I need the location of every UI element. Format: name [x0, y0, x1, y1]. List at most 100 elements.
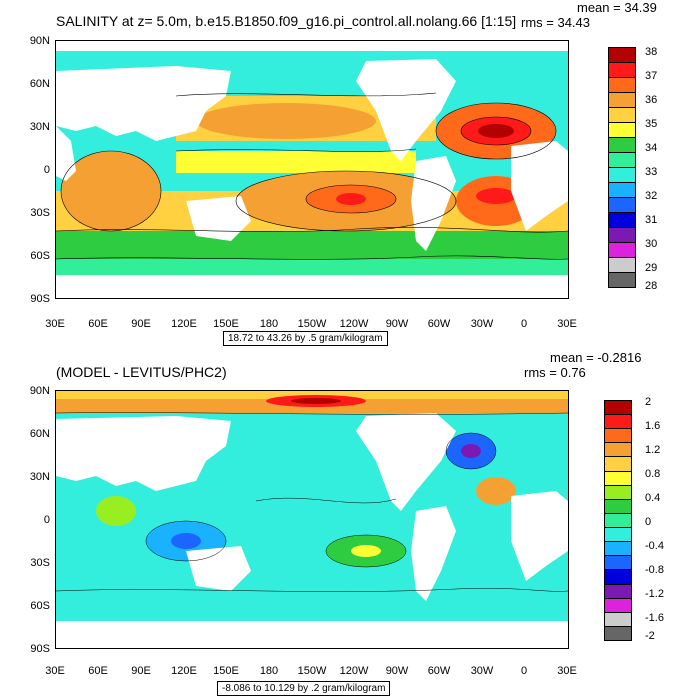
- lon-label: 60W: [427, 318, 451, 330]
- lat-label: 0: [43, 164, 50, 176]
- colorbar-swatch: [608, 62, 636, 78]
- colorbar-swatch: [604, 527, 632, 543]
- colorbar-label: -2: [645, 630, 655, 642]
- difference-title: (MODEL - LEVITUS/PHC2): [56, 364, 227, 380]
- salinity-map-graphic: [56, 41, 568, 298]
- lat-label: 60S: [30, 600, 50, 612]
- colorbar-swatch: [608, 212, 636, 228]
- colorbar-swatch: [604, 512, 632, 529]
- difference-map: [55, 390, 569, 649]
- difference-range-caption: -8.086 to 10.129 by .2 gram/kilogram: [217, 681, 391, 696]
- lat-label: 90N: [29, 35, 50, 47]
- colorbar-swatch: [604, 583, 632, 599]
- lon-label: 180: [259, 318, 279, 330]
- lat-label: 60N: [29, 78, 50, 90]
- colorbar-swatch: [604, 555, 632, 571]
- lon-label: 90W: [385, 318, 409, 330]
- lon-label: 150E: [213, 318, 239, 330]
- difference-panel: (MODEL - LEVITUS/PHC2) mean = -0.2816 rm…: [0, 350, 700, 700]
- colorbar-label: -0.8: [645, 564, 664, 576]
- lon-label: 150E: [213, 665, 239, 677]
- salinity-range-caption: 18.72 to 43.26 by .5 gram/kilogram: [223, 331, 388, 346]
- colorbar-label: 33: [645, 166, 658, 178]
- lat-label: 30N: [29, 121, 50, 133]
- salinity-title: SALINITY at z= 5.0m, b.e15.B1850.f09_g16…: [56, 13, 517, 29]
- difference-colorbar: [604, 400, 632, 641]
- lat-label: 30S: [30, 557, 50, 569]
- colorbar-swatch: [608, 182, 636, 198]
- lat-label: 30S: [30, 207, 50, 219]
- lon-label: 90E: [131, 318, 151, 330]
- colorbar-label: 2: [645, 396, 652, 408]
- lon-label: 60W: [427, 665, 451, 677]
- salinity-panel: SALINITY at z= 5.0m, b.e15.B1850.f09_g16…: [29, 0, 658, 346]
- colorbar-swatch: [608, 257, 636, 273]
- colorbar-swatch: [608, 197, 636, 213]
- colorbar-label: 0.4: [645, 492, 661, 504]
- lon-label: 30W: [470, 665, 494, 677]
- colorbar-swatch: [604, 541, 632, 557]
- colorbar-swatch: [608, 77, 636, 93]
- colorbar-label: 0: [645, 516, 652, 528]
- colorbar-swatch: [604, 625, 632, 641]
- colorbar-swatch: [608, 137, 636, 153]
- colorbar-label: 31: [645, 214, 658, 226]
- salinity-map: [55, 40, 569, 299]
- colorbar-swatch: [604, 484, 632, 500]
- colorbar-swatch: [608, 167, 636, 183]
- lon-label: 60E: [88, 665, 108, 677]
- colorbar-label: 32: [645, 190, 658, 202]
- colorbar-swatch: [604, 611, 632, 627]
- lon-label: 30E: [45, 665, 65, 677]
- salinity-mean: mean = 34.39: [577, 0, 657, 15]
- lon-label: 120E: [171, 318, 197, 330]
- lat-label: 90S: [30, 293, 50, 305]
- colorbar-swatch: [608, 272, 636, 288]
- lon-label: 150W: [297, 318, 327, 330]
- colorbar-label: -1.6: [645, 612, 664, 624]
- lat-label: 60N: [29, 428, 50, 440]
- salinity-rms: rms = 34.43: [521, 15, 591, 30]
- colorbar-swatch: [608, 107, 636, 123]
- lon-label: 60E: [88, 318, 108, 330]
- lon-label: 0: [520, 665, 528, 677]
- colorbar-label: -1.2: [645, 588, 664, 600]
- lat-label: 90N: [29, 385, 50, 397]
- lon-label: 120W: [339, 665, 369, 677]
- lon-label: 30E: [557, 665, 577, 677]
- lon-label: 90E: [131, 665, 151, 677]
- lat-label: 90S: [30, 643, 50, 655]
- colorbar-swatch: [608, 122, 636, 138]
- colorbar-swatch: [608, 152, 636, 168]
- lon-label: 120E: [171, 665, 197, 677]
- colorbar-label: 1.6: [645, 420, 661, 432]
- colorbar-label: 36: [645, 94, 658, 106]
- colorbar-label: 0.8: [645, 468, 661, 480]
- colorbar-swatch: [608, 227, 636, 243]
- difference-mean: mean = -0.2816: [550, 350, 642, 365]
- lon-label: 120W: [339, 318, 369, 330]
- colorbar-swatch: [604, 400, 632, 416]
- lon-label: 0: [520, 318, 528, 330]
- salinity-colorbar: [608, 47, 636, 288]
- lat-label: 30N: [29, 471, 50, 483]
- difference-map-graphic: [56, 391, 568, 648]
- colorbar-swatch: [604, 428, 632, 444]
- colorbar-label: 35: [645, 118, 658, 130]
- colorbar-swatch: [604, 442, 632, 458]
- colorbar-label: 30: [645, 238, 658, 250]
- lon-label: 30E: [557, 318, 577, 330]
- colorbar-swatch: [604, 414, 632, 430]
- lat-label: 60S: [30, 250, 50, 262]
- colorbar-label: 34: [645, 142, 658, 154]
- lon-label: 180: [259, 665, 279, 677]
- colorbar-swatch: [608, 92, 636, 108]
- colorbar-label: 1.2: [645, 444, 661, 456]
- colorbar-swatch: [604, 470, 632, 486]
- colorbar-swatch: [604, 569, 632, 585]
- colorbar-swatch: [608, 242, 636, 258]
- lat-label: 0: [43, 514, 50, 526]
- colorbar-label: 29: [645, 262, 658, 274]
- lon-label: 90W: [385, 665, 409, 677]
- lon-label: 150W: [297, 665, 327, 677]
